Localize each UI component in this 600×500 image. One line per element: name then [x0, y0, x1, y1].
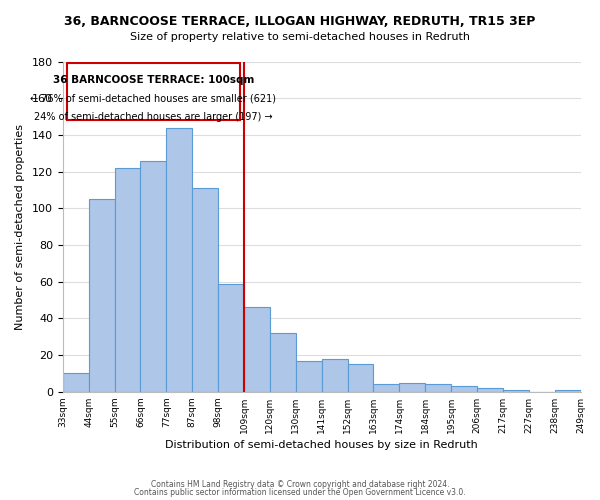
Bar	[554, 390, 581, 392]
Bar	[425, 384, 451, 392]
Text: 24% of semi-detached houses are larger (197) →: 24% of semi-detached houses are larger (…	[34, 112, 273, 122]
Text: 36, BARNCOOSE TERRACE, ILLOGAN HIGHWAY, REDRUTH, TR15 3EP: 36, BARNCOOSE TERRACE, ILLOGAN HIGHWAY, …	[64, 15, 536, 28]
Bar	[63, 374, 89, 392]
Bar	[270, 333, 296, 392]
Text: 36 BARNCOOSE TERRACE: 100sqm: 36 BARNCOOSE TERRACE: 100sqm	[53, 75, 254, 85]
Bar	[347, 364, 373, 392]
Bar	[373, 384, 400, 392]
Bar	[296, 360, 322, 392]
Text: Size of property relative to semi-detached houses in Redruth: Size of property relative to semi-detach…	[130, 32, 470, 42]
X-axis label: Distribution of semi-detached houses by size in Redruth: Distribution of semi-detached houses by …	[165, 440, 478, 450]
Bar	[192, 188, 218, 392]
Bar	[244, 308, 270, 392]
Y-axis label: Number of semi-detached properties: Number of semi-detached properties	[15, 124, 25, 330]
FancyBboxPatch shape	[67, 64, 240, 120]
Bar	[451, 386, 477, 392]
Text: ← 76% of semi-detached houses are smaller (621): ← 76% of semi-detached houses are smalle…	[31, 93, 277, 103]
Text: Contains public sector information licensed under the Open Government Licence v3: Contains public sector information licen…	[134, 488, 466, 497]
Bar	[218, 284, 244, 392]
Bar	[89, 199, 115, 392]
Bar	[166, 128, 192, 392]
Bar	[322, 359, 347, 392]
Text: Contains HM Land Registry data © Crown copyright and database right 2024.: Contains HM Land Registry data © Crown c…	[151, 480, 449, 489]
Bar	[503, 390, 529, 392]
Bar	[400, 382, 425, 392]
Bar	[477, 388, 503, 392]
Bar	[115, 168, 140, 392]
Bar	[140, 160, 166, 392]
